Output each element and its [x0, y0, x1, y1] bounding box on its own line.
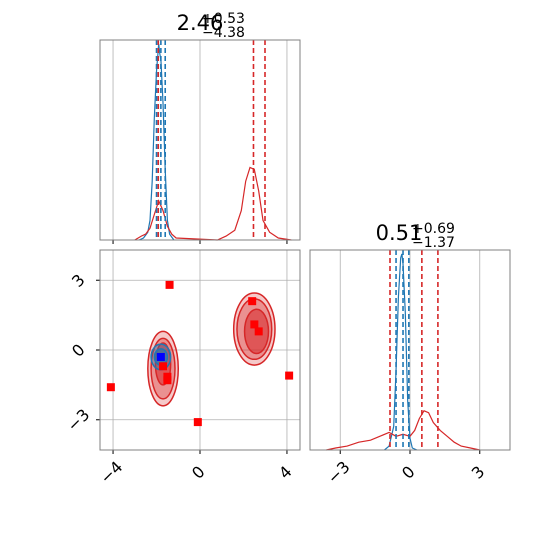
joint-density-axes: −4 0 4 −3 0 3 [63, 249, 301, 487]
red-sample-marker [254, 327, 263, 336]
joint-ytick-label: −3 [63, 405, 93, 435]
red-sample-marker [106, 383, 115, 392]
red-sample-marker [250, 320, 259, 329]
param1-title-main: 2.46 [177, 11, 224, 35]
histogram-param2-axes: −3 0 3 [309, 249, 511, 487]
blue-sample-marker [156, 352, 165, 361]
param2-title-main: 0.51 [376, 221, 423, 245]
right-xtick-label: 3 [468, 462, 489, 483]
joint-xtick-label: −4 [96, 457, 126, 487]
red-histogram-param2 [326, 410, 480, 451]
red-sample-marker [248, 297, 257, 306]
right-xtick-label: −3 [324, 457, 354, 487]
titles: 2.46 +0.53 −4.38 0.51 +0.69 −1.37 [177, 11, 455, 251]
red-sample-marker [159, 362, 168, 371]
red-sample-marker [193, 418, 202, 427]
param1-title-minus: −4.38 [202, 25, 245, 41]
joint-xtick-label: 4 [275, 462, 296, 483]
param2-title: 0.51 [376, 221, 423, 245]
red-sample-marker [163, 372, 172, 381]
blue-histogram-param2 [384, 253, 418, 451]
top-axes-frame [99, 39, 301, 241]
red-histogram-param1 [134, 166, 292, 241]
joint-xtick-label: 0 [188, 462, 209, 483]
joint-axes-frame [99, 249, 301, 451]
param2-title-minus: −1.37 [412, 235, 455, 251]
joint-ytick-label: 3 [68, 270, 89, 291]
right-axes-frame [309, 249, 511, 451]
red-sample-marker [165, 280, 174, 289]
right-xtick-label: 0 [398, 462, 419, 483]
red-sample-marker [285, 371, 294, 380]
param1-title: 2.46 [177, 11, 224, 35]
param2-title-plus: +0.69 [412, 221, 455, 237]
joint-ytick-label: 0 [68, 340, 89, 361]
param1-title-plus: +0.53 [202, 11, 245, 27]
histogram-param1-axes [99, 39, 301, 244]
